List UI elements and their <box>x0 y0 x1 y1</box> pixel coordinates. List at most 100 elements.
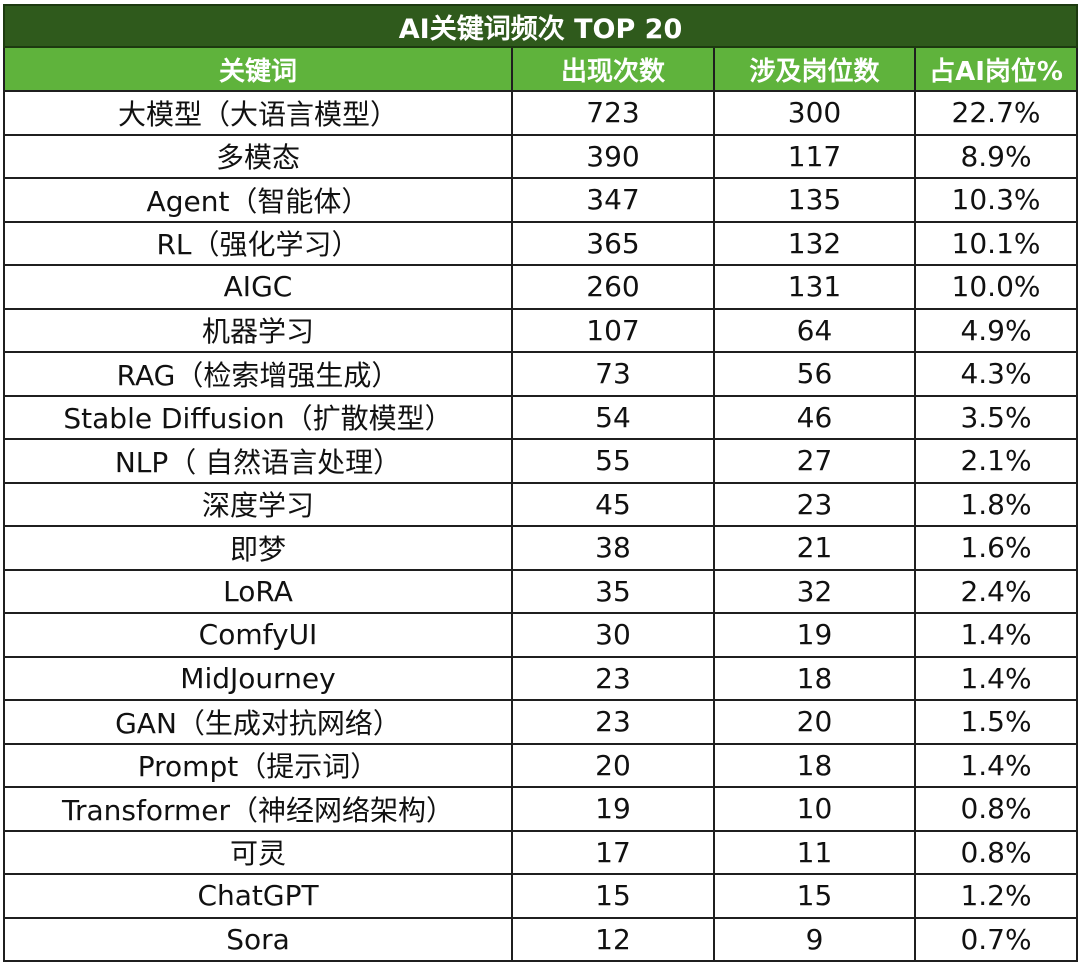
occurrences-cell: 45 <box>511 481 715 527</box>
occurrences-cell: 365 <box>511 220 715 266</box>
table-row: RL（强化学习） 365 132 10.1% <box>3 220 1079 266</box>
occurrences-cell: 23 <box>511 655 715 701</box>
occurrences-cell: 17 <box>511 829 715 875</box>
occurrences-cell: 347 <box>511 177 715 223</box>
table-row: GAN（生成对抗网络） 23 20 1.5% <box>3 699 1079 745</box>
positions-cell: 18 <box>713 742 916 788</box>
positions-cell: 21 <box>713 525 916 571</box>
percent-cell: 8.9% <box>913 133 1079 179</box>
keyword-cell: 深度学习 <box>3 481 513 527</box>
occurrences-cell: 23 <box>511 699 715 745</box>
keyword-cell: Stable Diffusion（扩散模型） <box>3 394 513 440</box>
percent-cell: 4.9% <box>913 307 1079 353</box>
table-title-row: AI关键词频次 TOP 20 <box>2 4 1079 48</box>
keyword-cell: ChatGPT <box>3 873 513 919</box>
percent-cell: 0.8% <box>913 786 1079 832</box>
table-row: Prompt（提示词） 20 18 1.4% <box>3 742 1079 788</box>
percent-cell: 1.6% <box>913 525 1079 571</box>
percent-cell: 10.0% <box>913 264 1079 310</box>
occurrences-cell: 107 <box>511 307 715 353</box>
occurrences-cell: 390 <box>511 133 715 179</box>
occurrences-cell: 54 <box>511 394 715 440</box>
keyword-cell: 机器学习 <box>3 307 513 353</box>
positions-cell: 20 <box>713 699 916 745</box>
table-row: 多模态 390 117 8.9% <box>3 133 1079 179</box>
table-row: Transformer（神经网络架构） 19 10 0.8% <box>3 786 1079 832</box>
table-row: RAG（检索增强生成） 73 56 4.3% <box>3 351 1079 397</box>
table-row: 深度学习 45 23 1.8% <box>3 481 1079 527</box>
table-row: 可灵 17 11 0.8% <box>3 829 1079 875</box>
keyword-cell: Agent（智能体） <box>3 177 513 223</box>
occurrences-cell: 73 <box>511 351 715 397</box>
positions-cell: 10 <box>713 786 916 832</box>
table-row: Agent（智能体） 347 135 10.3% <box>3 177 1079 223</box>
keyword-cell: 多模态 <box>3 133 513 179</box>
percent-cell: 10.1% <box>913 220 1079 266</box>
table-title: AI关键词频次 TOP 20 <box>2 4 1079 48</box>
occurrences-cell: 35 <box>511 568 715 614</box>
percent-cell: 1.4% <box>913 742 1079 788</box>
header-ai-position-percent: 占AI岗位% <box>913 46 1079 92</box>
positions-cell: 46 <box>713 394 916 440</box>
positions-cell: 117 <box>713 133 916 179</box>
positions-cell: 11 <box>713 829 916 875</box>
percent-cell: 4.3% <box>913 351 1079 397</box>
keyword-frequency-table-container: AI关键词频次 TOP 20 关键词 出现次数 涉及岗位数 占AI岗位% 大模型… <box>2 4 1079 962</box>
keyword-cell: Transformer（神经网络架构） <box>3 786 513 832</box>
keyword-cell: 大模型（大语言模型） <box>3 90 513 136</box>
percent-cell: 1.8% <box>913 481 1079 527</box>
positions-cell: 23 <box>713 481 916 527</box>
percent-cell: 0.7% <box>913 916 1079 962</box>
occurrences-cell: 55 <box>511 438 715 484</box>
percent-cell: 10.3% <box>913 177 1079 223</box>
table-body: 大模型（大语言模型） 723 300 22.7% 多模态 390 117 8.9% Agent（… <box>3 90 1079 962</box>
keyword-cell: NLP（ 自然语言处理） <box>3 438 513 484</box>
keyword-cell: LoRA <box>3 568 513 614</box>
positions-cell: 300 <box>713 90 916 136</box>
positions-cell: 56 <box>713 351 916 397</box>
percent-cell: 22.7% <box>913 90 1079 136</box>
positions-cell: 27 <box>713 438 916 484</box>
keyword-cell: RL（强化学习） <box>3 220 513 266</box>
positions-cell: 132 <box>713 220 916 266</box>
table-row: NLP（ 自然语言处理） 55 27 2.1% <box>3 438 1079 484</box>
positions-cell: 15 <box>713 873 916 919</box>
occurrences-cell: 260 <box>511 264 715 310</box>
percent-cell: 1.4% <box>913 612 1079 658</box>
keyword-cell: AIGC <box>3 264 513 310</box>
table-row: ChatGPT 15 15 1.2% <box>3 873 1079 919</box>
keyword-cell: 即梦 <box>3 525 513 571</box>
keyword-cell: GAN（生成对抗网络） <box>3 699 513 745</box>
table-row: Stable Diffusion（扩散模型） 54 46 3.5% <box>3 394 1079 440</box>
table-row: ComfyUI 30 19 1.4% <box>3 612 1079 658</box>
header-positions: 涉及岗位数 <box>713 46 916 92</box>
positions-cell: 64 <box>713 307 916 353</box>
percent-cell: 0.8% <box>913 829 1079 875</box>
table-row: MidJourney 23 18 1.4% <box>3 655 1079 701</box>
table-row: 即梦 38 21 1.6% <box>3 525 1079 571</box>
keyword-cell: RAG（检索增强生成） <box>3 351 513 397</box>
positions-cell: 135 <box>713 177 916 223</box>
table-row: 机器学习 107 64 4.9% <box>3 307 1079 353</box>
occurrences-cell: 20 <box>511 742 715 788</box>
percent-cell: 2.4% <box>913 568 1079 614</box>
occurrences-cell: 15 <box>511 873 715 919</box>
keyword-cell: MidJourney <box>3 655 513 701</box>
percent-cell: 1.5% <box>913 699 1079 745</box>
positions-cell: 19 <box>713 612 916 658</box>
keyword-cell: Sora <box>3 916 513 962</box>
percent-cell: 1.2% <box>913 873 1079 919</box>
table-row: 大模型（大语言模型） 723 300 22.7% <box>3 90 1079 136</box>
occurrences-cell: 38 <box>511 525 715 571</box>
positions-cell: 9 <box>713 916 916 962</box>
percent-cell: 3.5% <box>913 394 1079 440</box>
positions-cell: 18 <box>713 655 916 701</box>
positions-cell: 32 <box>713 568 916 614</box>
table-header-row: 关键词 出现次数 涉及岗位数 占AI岗位% <box>3 46 1079 92</box>
occurrences-cell: 723 <box>511 90 715 136</box>
keyword-cell: ComfyUI <box>3 612 513 658</box>
keyword-cell: Prompt（提示词） <box>3 742 513 788</box>
keyword-frequency-table: AI关键词频次 TOP 20 关键词 出现次数 涉及岗位数 占AI岗位% 大模型… <box>2 4 1079 962</box>
table-row: AIGC 260 131 10.0% <box>3 264 1079 310</box>
table-row: Sora 12 9 0.7% <box>3 916 1079 962</box>
